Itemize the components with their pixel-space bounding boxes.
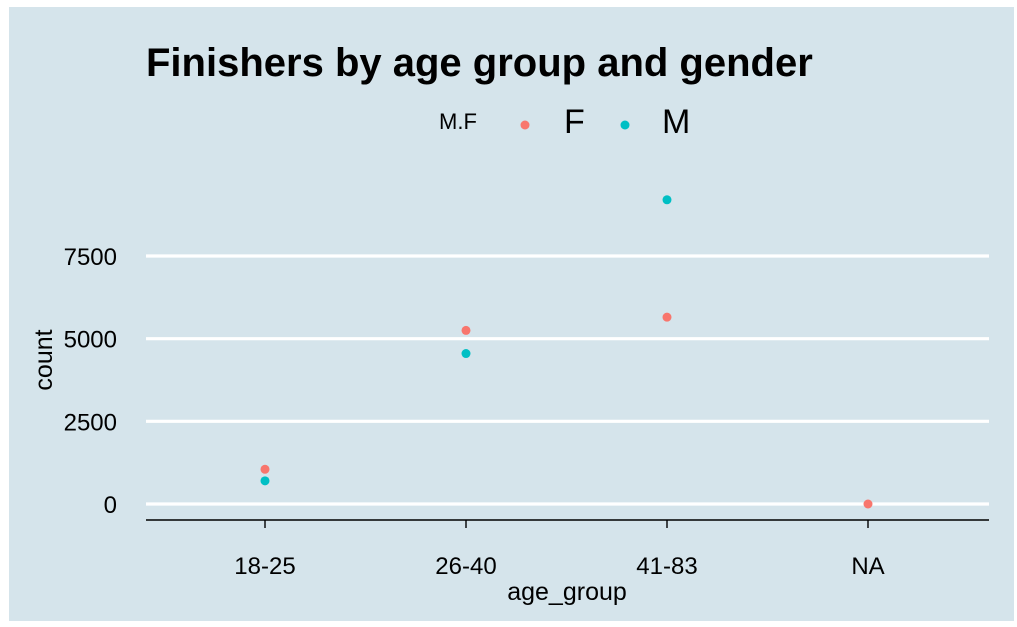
data-point-f	[461, 325, 471, 335]
legend-title: M.F	[439, 109, 477, 134]
y-tick-label: 5000	[64, 327, 117, 354]
y-tick-label: 7500	[64, 244, 117, 271]
legend-label-m: M	[662, 103, 690, 141]
data-point-m	[461, 349, 471, 359]
x-tick-label: 41-83	[636, 553, 697, 580]
x-tick-label: 18-25	[234, 553, 295, 580]
gridlines	[146, 254, 989, 506]
y-tick-label: 2500	[64, 409, 117, 436]
chart-title: Finishers by age group and gender	[146, 41, 813, 85]
legend-swatch-m	[620, 120, 630, 130]
legend-label-f: F	[564, 103, 585, 141]
data-point-m	[662, 195, 672, 205]
x-tick-label: NA	[851, 553, 884, 580]
legend: M.F F M	[439, 103, 690, 141]
y-tick-label: 0	[104, 492, 117, 519]
chart-panel: Finishers by age group and gender M.F F …	[9, 7, 1014, 621]
y-axis-title: count	[30, 329, 58, 390]
x-tick-label: 26-40	[435, 553, 496, 580]
scatter-chart: Finishers by age group and gender M.F F …	[30, 41, 989, 606]
data-point-f	[863, 499, 873, 509]
x-axis-ticks: 18-25 26-40 41-83 NA	[234, 520, 885, 580]
x-axis-title: age_group	[507, 578, 627, 606]
legend-swatch-f	[520, 120, 530, 130]
data-point-f	[662, 312, 672, 322]
data-point-m	[260, 476, 270, 486]
data-point-f	[260, 464, 270, 474]
data-points	[260, 195, 873, 509]
y-axis-ticks: 0 2500 5000 7500	[64, 244, 117, 519]
